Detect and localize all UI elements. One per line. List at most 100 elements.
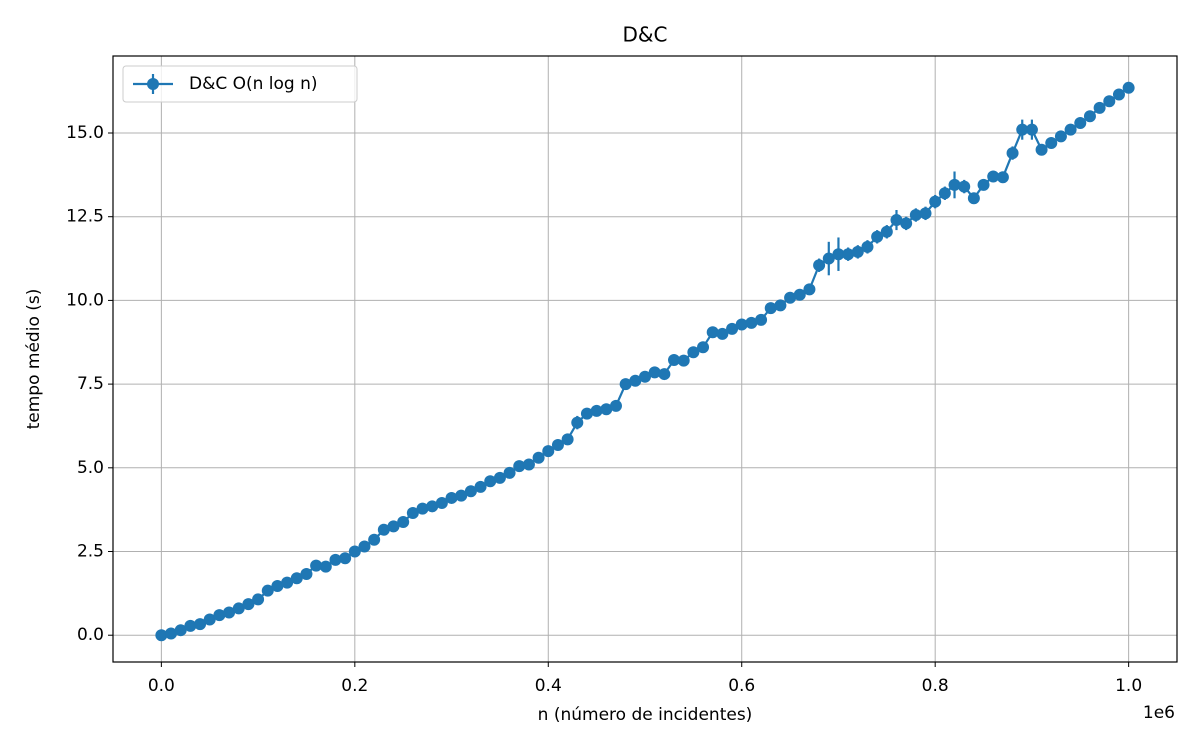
data-point — [174, 624, 187, 637]
data-point — [658, 368, 671, 381]
data-point — [861, 240, 874, 253]
data-point — [1112, 88, 1125, 101]
data-point — [1074, 116, 1087, 129]
data-point — [377, 523, 390, 536]
data-point — [242, 598, 255, 611]
data-point — [822, 252, 835, 265]
data-point — [890, 214, 903, 227]
data-point — [832, 248, 845, 261]
data-point — [938, 187, 951, 200]
data-point — [1083, 110, 1096, 123]
data-point — [542, 445, 555, 458]
data-point — [426, 500, 439, 513]
data-point — [281, 576, 294, 589]
y-tick-label: 5.0 — [77, 458, 104, 478]
data-point — [474, 480, 487, 493]
data-point — [213, 609, 226, 622]
legend-label: D&C O(n log n) — [189, 74, 318, 94]
data-point — [561, 433, 574, 446]
data-point — [687, 346, 700, 359]
data-point — [668, 354, 681, 367]
data-point — [1093, 101, 1106, 114]
data-point — [813, 259, 826, 272]
y-tick-label: 0.0 — [77, 625, 104, 645]
data-point — [726, 322, 739, 335]
data-point — [1006, 147, 1019, 160]
data-point — [484, 475, 497, 488]
data-point — [300, 567, 313, 580]
data-point — [329, 553, 342, 566]
data-point — [223, 606, 236, 619]
data-point — [909, 209, 922, 222]
data-point — [155, 629, 168, 642]
data-point — [619, 378, 632, 391]
data-point — [252, 593, 265, 606]
x-tick-label: 0.0 — [148, 676, 175, 696]
data-point — [445, 491, 458, 504]
y-tick-label: 10.0 — [66, 290, 104, 310]
data-point — [368, 533, 381, 546]
data-point — [590, 404, 603, 417]
data-point — [551, 439, 564, 452]
data-point — [1103, 95, 1116, 108]
x-tick-label: 1.0 — [1115, 676, 1142, 696]
data-point — [406, 507, 419, 520]
data-point — [271, 579, 284, 592]
data-point — [871, 230, 884, 243]
data-point — [532, 451, 545, 464]
data-point — [503, 466, 516, 479]
x-tick-label: 0.4 — [535, 676, 562, 696]
data-point — [232, 602, 245, 615]
y-tick-label: 7.5 — [77, 374, 104, 394]
data-point — [677, 354, 690, 367]
data-point — [958, 180, 971, 193]
data-point — [648, 366, 661, 379]
data-point — [755, 313, 768, 326]
data-point — [194, 618, 207, 631]
data-point — [1064, 123, 1077, 136]
data-point — [397, 516, 410, 529]
data-point — [600, 403, 613, 416]
data-point — [900, 217, 913, 230]
data-point — [716, 327, 729, 340]
data-point — [1054, 130, 1067, 143]
data-point — [310, 559, 323, 572]
data-point — [387, 520, 400, 533]
data-point — [348, 545, 361, 558]
data-point — [629, 374, 642, 387]
data-point — [929, 195, 942, 208]
x-tick-label: 0.2 — [341, 676, 368, 696]
data-point — [184, 619, 197, 632]
data-point — [464, 485, 477, 498]
y-axis-label: tempo médio (s) — [24, 289, 44, 430]
data-point — [1025, 123, 1038, 136]
data-point — [735, 318, 748, 331]
data-point — [697, 341, 710, 354]
legend-marker — [147, 78, 159, 90]
y-tick-label: 15.0 — [66, 123, 104, 143]
data-point — [851, 245, 864, 258]
data-point — [793, 288, 806, 301]
x-axis-label: n (número de incidentes) — [538, 705, 753, 725]
data-point — [290, 572, 303, 585]
data-point — [948, 178, 961, 191]
x-tick-label: 0.8 — [922, 676, 949, 696]
x-offset-label: 1e6 — [1143, 703, 1175, 723]
data-point — [987, 170, 1000, 183]
data-point — [977, 178, 990, 191]
series-line — [161, 86, 1130, 637]
data-point — [706, 326, 719, 339]
data-point — [842, 248, 855, 261]
chart-title: D&C — [623, 23, 668, 47]
data-point — [764, 302, 777, 315]
data-point — [996, 171, 1009, 184]
data-point — [1122, 81, 1135, 94]
data-point — [774, 299, 787, 312]
data-point — [1016, 123, 1029, 136]
data-point — [639, 370, 651, 383]
x-tick-label: 0.6 — [728, 676, 755, 696]
data-point — [745, 316, 758, 329]
data-point — [435, 496, 448, 509]
plot-frame — [112, 55, 1178, 663]
data-point — [1045, 137, 1058, 150]
